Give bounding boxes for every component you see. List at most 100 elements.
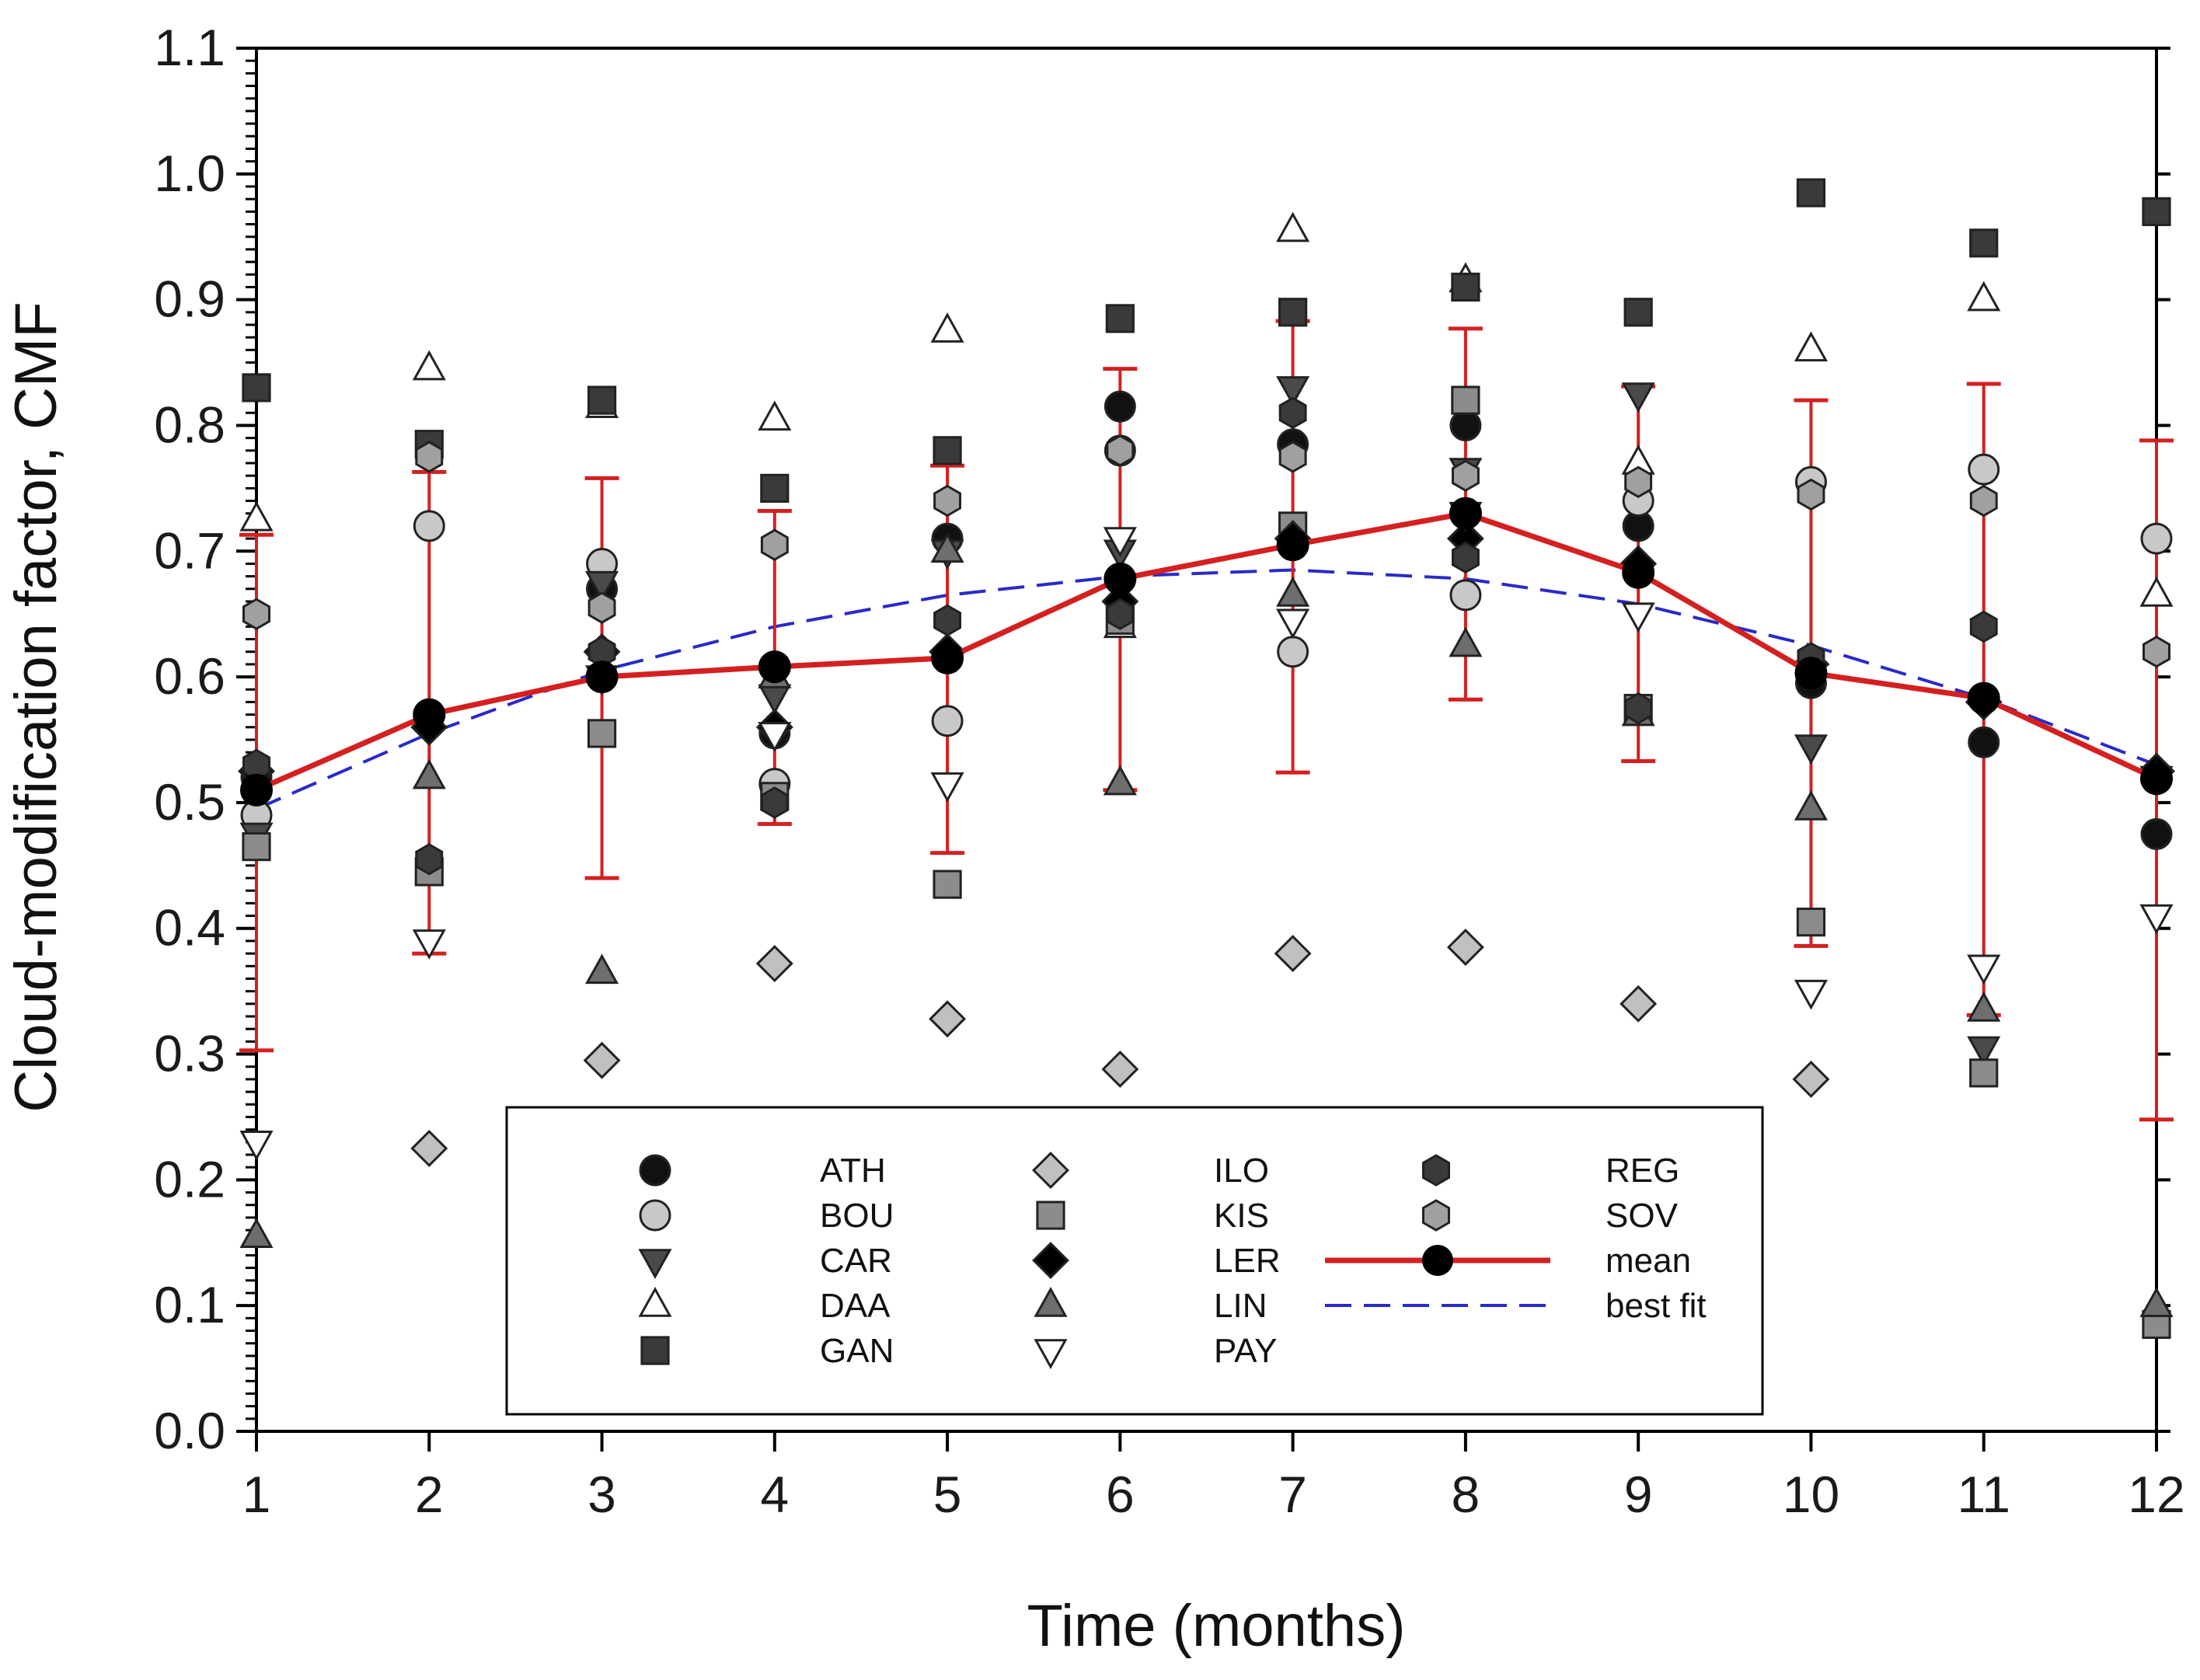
point-ath (1968, 726, 2000, 758)
point-pay (930, 772, 964, 803)
point-bou (931, 705, 964, 737)
x-axis-title: Time (months) (1027, 1593, 1405, 1659)
point-ath (1103, 390, 1136, 423)
series-sov (242, 434, 2170, 668)
x-tick-label: 6 (1106, 1466, 1135, 1523)
point-reg (1278, 396, 1307, 430)
mean-point (1103, 562, 1137, 595)
point-ilo (1101, 1050, 1139, 1088)
legend-label-pay: PAY (1214, 1332, 1278, 1370)
y-tick-label: 0.9 (154, 270, 225, 328)
x-axis-ticks: 1 2 3 4 5 6 7 8 9 10 11 12 (242, 1431, 2185, 1523)
point-reg (1106, 598, 1135, 630)
x-tick-label: 5 (933, 1466, 962, 1523)
point-lin (584, 953, 619, 985)
point-sov (1106, 434, 1135, 467)
point-daa (1276, 211, 1310, 242)
point-reg (1969, 610, 1998, 643)
legend-label-ler: LER (1214, 1242, 1281, 1280)
point-gan (1969, 228, 1999, 258)
point-ath (1449, 409, 1482, 441)
point-gan (1623, 298, 1653, 327)
point-ath (2140, 817, 2173, 850)
mean-point (1449, 497, 1482, 530)
y-tick-label: 0.5 (154, 773, 225, 831)
x-tick-label: 9 (1624, 1466, 1653, 1523)
x-tick-label: 7 (1278, 1466, 1307, 1523)
x-tick-label: 1 (242, 1466, 271, 1523)
best-fit-layer (256, 568, 2157, 810)
point-gan (242, 373, 271, 403)
point-ilo (755, 945, 793, 983)
mean-point (1276, 528, 1309, 562)
point-daa (930, 312, 964, 343)
legend-label-car: CAR (820, 1242, 892, 1280)
legend-marker-kis (1036, 1201, 1065, 1230)
y-tick-label: 0.3 (154, 1025, 225, 1082)
mean-point (2140, 762, 2173, 796)
y-tick-label: 1.1 (154, 19, 225, 76)
point-car (1276, 376, 1310, 406)
point-kis (933, 870, 962, 899)
point-sov (1452, 459, 1480, 492)
y-tick-label: 0.4 (154, 899, 225, 957)
point-gan (1796, 178, 1826, 207)
point-pay (758, 722, 792, 752)
x-tick-label: 4 (760, 1466, 789, 1523)
legend-label-lin: LIN (1214, 1287, 1267, 1325)
point-ilo (929, 1000, 967, 1038)
legend-marker-ler (1032, 1242, 1069, 1279)
point-daa (1967, 281, 2001, 312)
mean-point (240, 773, 273, 807)
point-lin (1276, 576, 1310, 607)
point-pay (1794, 979, 1829, 1010)
point-lin (930, 532, 964, 563)
mean-point (1967, 681, 2000, 715)
mean-point (1622, 556, 1655, 589)
legend-label-ilo: ILO (1214, 1152, 1269, 1190)
point-bou (1277, 636, 1309, 668)
mean-line (255, 511, 2158, 793)
point-ilo (1619, 985, 1658, 1023)
x-tick-label: 11 (1957, 1466, 2010, 1523)
point-bou (1449, 579, 1482, 612)
point-car (1621, 382, 1655, 413)
legend-label-sov: SOV (1606, 1197, 1679, 1235)
mean-point (585, 660, 619, 694)
point-kis (1969, 1058, 1999, 1088)
point-kis (587, 719, 617, 748)
point-pay (1621, 602, 1655, 633)
y-tick-label: 1.0 (154, 145, 225, 202)
point-reg (1452, 541, 1480, 574)
point-lin (1794, 790, 1829, 821)
point-sov (1278, 441, 1307, 473)
point-ilo (583, 1041, 621, 1079)
legend-marker-reg (1422, 1154, 1450, 1187)
point-gan (1278, 298, 1308, 327)
y-tick-label: 0.2 (154, 1150, 225, 1208)
legend-label-ath: ATH (820, 1152, 886, 1190)
y-tick-label: 0.1 (154, 1276, 225, 1333)
point-bou (1968, 453, 2000, 486)
x-tick-label: 2 (415, 1466, 444, 1523)
point-gan (1105, 304, 1135, 333)
point-sov (1797, 478, 1825, 511)
y-tick-label: 0.8 (154, 396, 225, 453)
series-gan (242, 178, 2171, 503)
point-kis (1796, 908, 1826, 937)
point-pay (1276, 608, 1310, 640)
point-reg (1624, 692, 1653, 725)
point-lin (1967, 991, 2001, 1022)
point-sov (242, 598, 270, 630)
point-ilo (410, 1129, 448, 1167)
point-gan (587, 385, 617, 415)
point-car (1794, 734, 1829, 765)
legend-marker-pay (1034, 1339, 1068, 1369)
legend-box (505, 1106, 1764, 1416)
best-fit-line (256, 568, 2157, 810)
x-tick-label: 10 (1783, 1466, 1839, 1523)
legend-label-daa: DAA (820, 1287, 891, 1325)
legend-label-bou: BOU (820, 1197, 894, 1235)
point-reg (760, 786, 789, 819)
point-gan (933, 436, 962, 465)
